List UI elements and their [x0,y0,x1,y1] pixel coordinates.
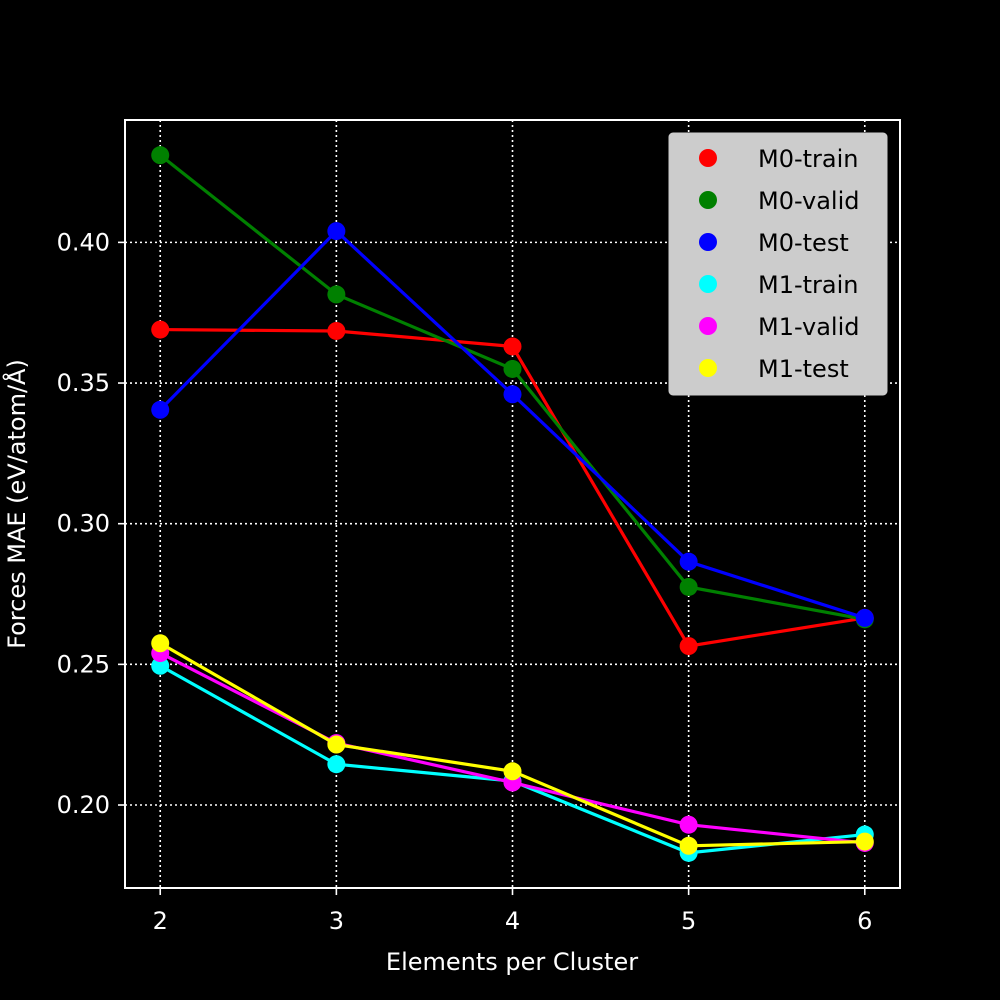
y-axis: 0.20 0.25 0.30 0.35 0.40 [57,228,125,819]
y-axis-label: Forces MAE (eV/atom/Å) [2,359,31,649]
y-tick-label-1: 0.25 [57,650,110,678]
legend-marker-M1-valid [699,317,717,335]
point-M0-valid-4 [503,359,522,378]
series-layer [151,146,874,862]
point-M1-train-2 [151,656,170,675]
legend-marker-M0-test [699,233,717,251]
x-tick-label-3: 5 [681,907,696,935]
legend-marker-M1-test [699,359,717,377]
x-axis-label: Elements per Cluster [386,948,638,976]
point-M0-test-6 [855,608,874,627]
point-M0-valid-2 [151,146,170,165]
point-M0-train-5 [679,637,698,656]
legend-marker-M0-valid [699,191,717,209]
y-tick-label-4: 0.40 [57,228,110,256]
x-tick-label-2: 4 [505,907,520,935]
point-M1-test-4 [503,762,522,781]
legend-label-M0-valid: M0-valid [758,187,859,215]
x-axis: 2 3 4 5 6 [153,888,872,935]
point-M1-test-5 [679,836,698,855]
legend-label-M0-train: M0-train [758,145,859,173]
point-M0-train-4 [503,337,522,356]
legend-label-M1-valid: M1-valid [758,313,859,341]
x-tick-label-0: 2 [153,907,168,935]
legend-label-M0-test: M0-test [758,229,849,257]
legend-marker-M0-train [699,149,717,167]
point-M0-test-4 [503,385,522,404]
x-tick-label-4: 6 [857,907,872,935]
legend-label-M1-test: M1-test [758,355,849,383]
legend-label-M1-train: M1-train [758,271,859,299]
y-tick-label-3: 0.35 [57,369,110,397]
point-M1-valid-5 [679,815,698,834]
x-tick-label-1: 3 [329,907,344,935]
point-M0-train-3 [327,321,346,340]
point-M0-test-3 [327,222,346,241]
legend-box [668,132,888,396]
y-tick-label-2: 0.30 [57,510,110,538]
point-M0-valid-3 [327,285,346,304]
y-tick-label-0: 0.20 [57,791,110,819]
legend: M0-train M0-valid M0-test M1-train M1-valid M… [668,132,888,396]
point-M0-test-2 [151,400,170,419]
point-M0-test-5 [679,552,698,571]
point-M0-valid-5 [679,577,698,596]
point-M1-test-3 [327,735,346,754]
legend-marker-M1-train [699,275,717,293]
point-M1-test-6 [855,832,874,851]
point-M1-train-3 [327,755,346,774]
point-M1-test-2 [151,634,170,653]
point-M0-train-2 [151,320,170,339]
